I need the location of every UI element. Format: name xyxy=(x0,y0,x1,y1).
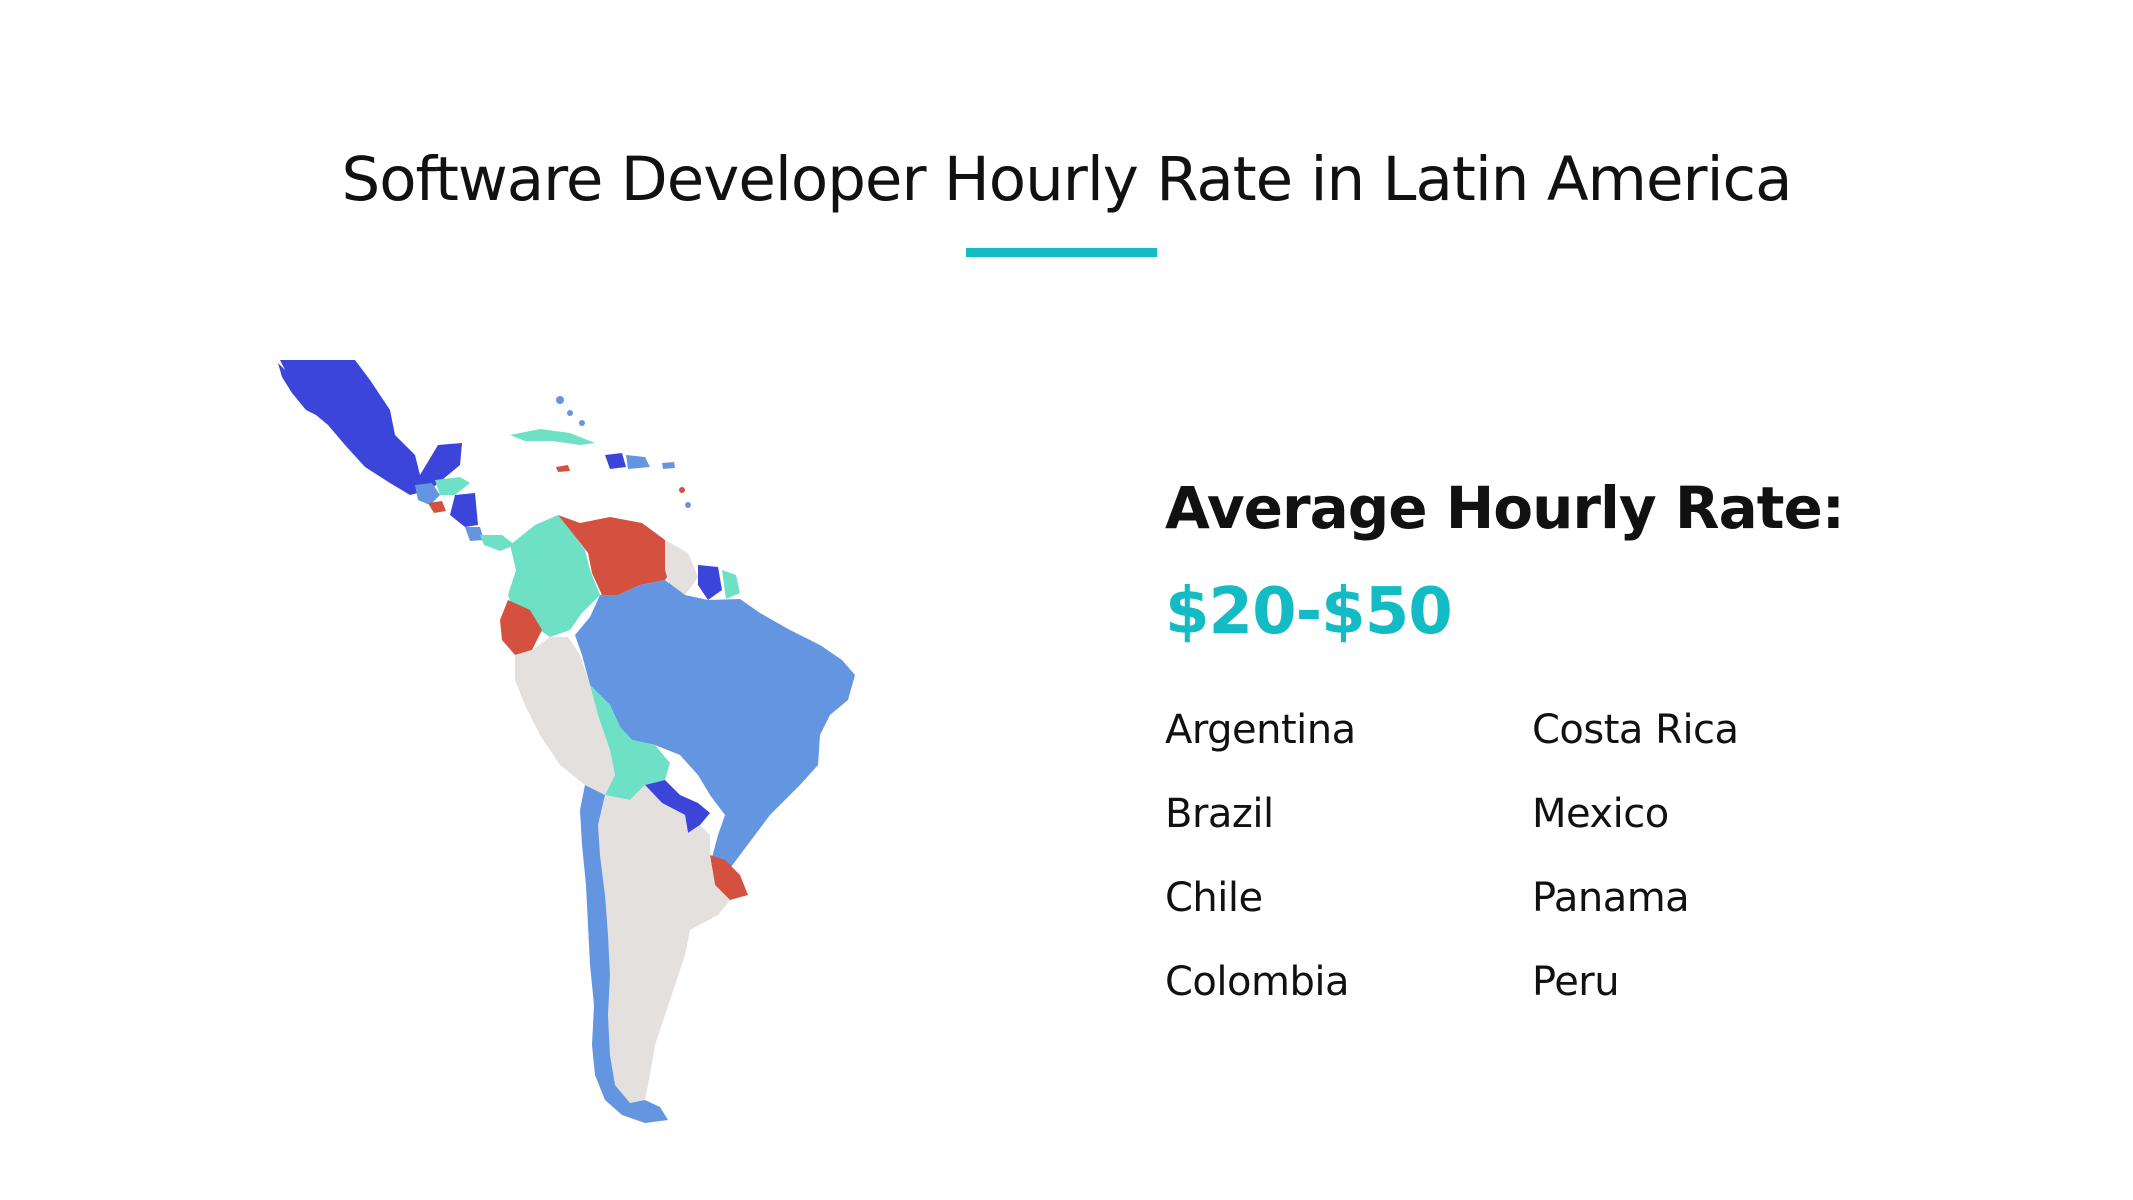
map-region-baja xyxy=(278,363,316,415)
map-region-panama xyxy=(480,535,515,551)
title-underline xyxy=(966,248,1157,257)
map-region-bahamas-3 xyxy=(579,420,585,426)
list-item: Colombia xyxy=(1165,959,1349,1005)
map-region-peru xyxy=(515,637,615,795)
list-item: Panama xyxy=(1532,875,1690,921)
latin-america-map xyxy=(270,355,900,1125)
map-region-bahamas-2 xyxy=(567,410,573,416)
country-list: Argentina Brazil Chile Colombia Costa Ri… xyxy=(1165,700,1765,1040)
map-region-haiti xyxy=(605,453,626,469)
map-region-bahamas-1 xyxy=(556,396,564,404)
list-item: Brazil xyxy=(1165,791,1274,837)
map-region-paraguay xyxy=(645,780,710,833)
map-region-lesser-antilles-1 xyxy=(679,487,685,493)
rate-heading: Average Hourly Rate: xyxy=(1165,474,1845,542)
map-region-el-salvador xyxy=(428,501,446,513)
page-title: Software Developer Hourly Rate in Latin … xyxy=(341,144,1793,215)
list-item: Costa Rica xyxy=(1532,707,1739,753)
map-region-ecuador xyxy=(500,600,542,655)
map-region-guatemala xyxy=(415,483,440,505)
list-item: Chile xyxy=(1165,875,1263,921)
map-region-nicaragua xyxy=(450,493,478,527)
map-region-brazil xyxy=(575,580,855,875)
map-region-colombia xyxy=(508,515,600,637)
list-item: Peru xyxy=(1532,959,1620,1005)
map-region-lesser-antilles-2 xyxy=(685,502,691,508)
list-item: Mexico xyxy=(1532,791,1669,837)
map-region-guyana xyxy=(665,540,698,595)
map-region-suriname xyxy=(698,565,722,600)
list-item: Argentina xyxy=(1165,707,1356,753)
map-region-cuba xyxy=(510,429,595,445)
map-region-chile xyxy=(580,785,668,1123)
map-region-puerto-rico xyxy=(662,462,675,469)
map-region-venezuela xyxy=(558,515,680,595)
map-region-mexico xyxy=(280,360,462,495)
map-region-uruguay xyxy=(710,855,748,900)
rate-value: $20-$50 xyxy=(1165,575,1453,649)
map-region-french-guiana xyxy=(722,570,740,599)
map-region-jamaica xyxy=(556,465,570,472)
map-region-honduras xyxy=(435,477,470,495)
map-region-dominican xyxy=(626,455,650,469)
map-region-costa-rica xyxy=(465,527,484,541)
map-region-bolivia xyxy=(590,685,670,800)
map-region-argentina xyxy=(598,785,730,1103)
